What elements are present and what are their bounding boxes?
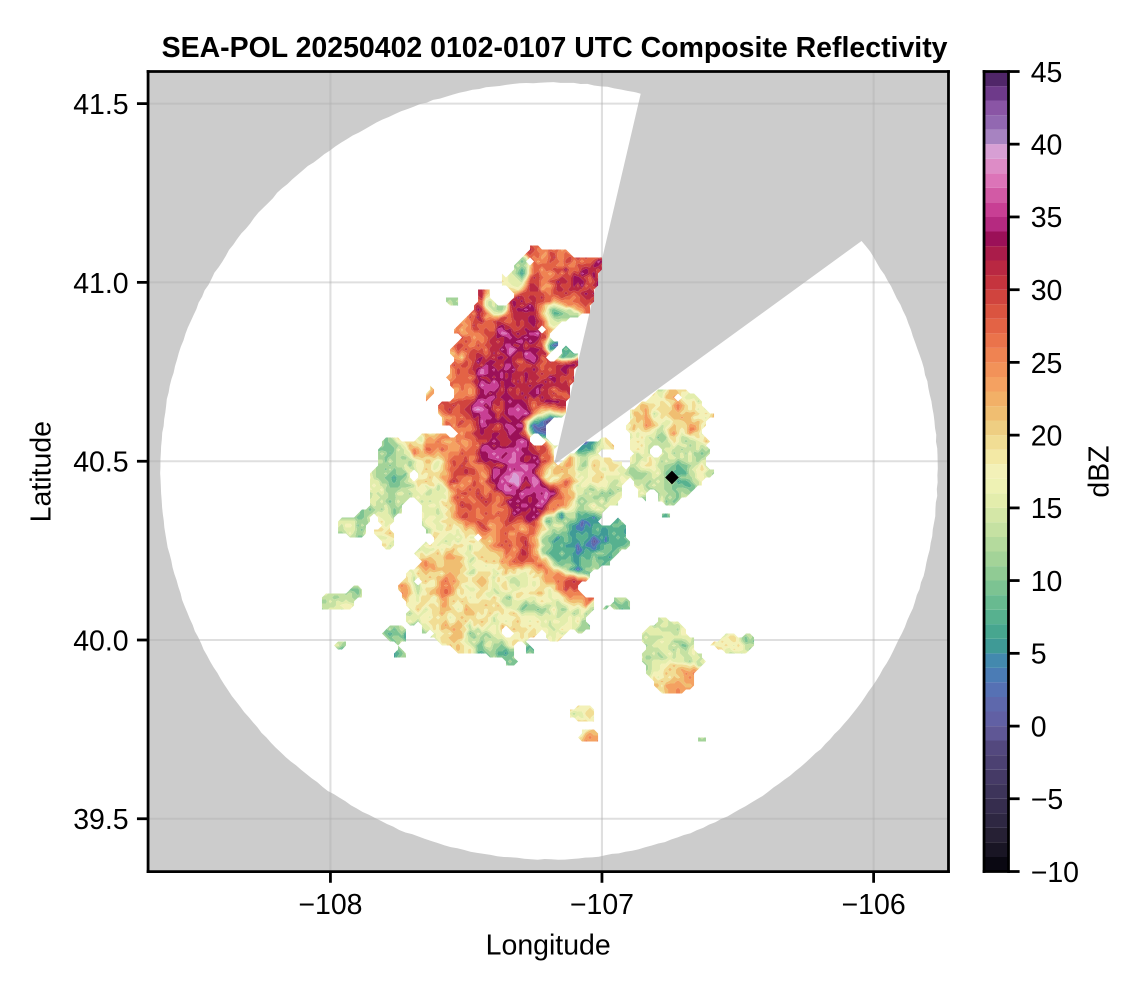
svg-text:−106: −106 — [842, 889, 906, 921]
svg-text:20: 20 — [1031, 420, 1063, 452]
svg-text:−108: −108 — [298, 889, 362, 921]
svg-text:40: 40 — [1031, 130, 1063, 162]
svg-text:Longitude: Longitude — [486, 929, 611, 961]
svg-text:Latitude: Latitude — [26, 421, 58, 522]
svg-text:−5: −5 — [1031, 784, 1063, 816]
svg-text:41.0: 41.0 — [73, 268, 128, 300]
svg-text:39.5: 39.5 — [73, 804, 128, 836]
svg-text:15: 15 — [1031, 493, 1063, 525]
svg-text:−107: −107 — [570, 889, 634, 921]
svg-text:25: 25 — [1031, 348, 1063, 380]
svg-text:dBZ: dBZ — [1084, 445, 1116, 497]
svg-text:SEA-POL 20250402 0102-0107 UTC: SEA-POL 20250402 0102-0107 UTC Composite… — [162, 32, 948, 64]
svg-text:30: 30 — [1031, 275, 1063, 307]
svg-text:45: 45 — [1031, 57, 1063, 89]
svg-text:35: 35 — [1031, 202, 1063, 234]
svg-text:5: 5 — [1031, 639, 1047, 671]
svg-text:−10: −10 — [1031, 857, 1079, 889]
svg-text:10: 10 — [1031, 566, 1063, 598]
svg-text:0: 0 — [1031, 711, 1047, 743]
svg-text:40.0: 40.0 — [73, 625, 128, 657]
svg-text:40.5: 40.5 — [73, 447, 128, 479]
svg-text:41.5: 41.5 — [73, 89, 128, 121]
